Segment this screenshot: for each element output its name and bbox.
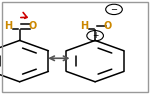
Text: −: − bbox=[111, 5, 117, 14]
Text: H: H bbox=[4, 21, 12, 31]
Text: O: O bbox=[28, 21, 37, 31]
Text: +: + bbox=[92, 31, 98, 40]
Text: H: H bbox=[80, 21, 88, 31]
Text: O: O bbox=[104, 21, 112, 31]
